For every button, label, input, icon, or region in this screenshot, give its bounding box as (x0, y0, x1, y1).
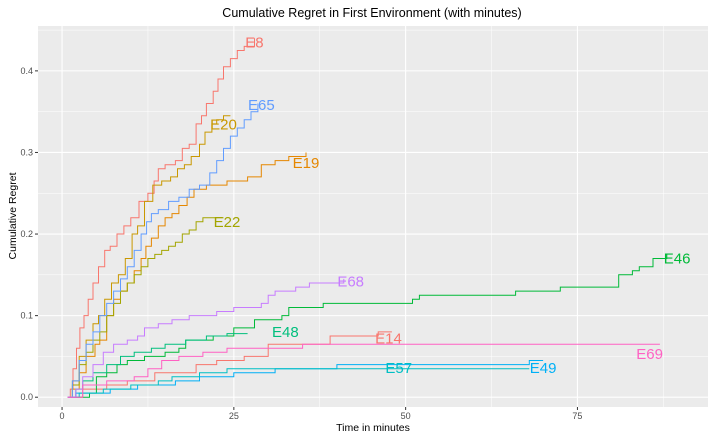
y-tick-label: 0.2 (20, 229, 33, 239)
series-line-e8 (67, 38, 255, 398)
major-gridlines (38, 26, 708, 407)
series-label-e48: E48 (272, 324, 299, 341)
series-line-e69 (67, 343, 660, 398)
y-tick-label: 0.0 (20, 392, 33, 402)
series-label-e20: E20 (210, 117, 237, 134)
series-label-e69: E69 (636, 346, 663, 363)
series-label-e57: E57 (385, 360, 412, 377)
y-tick-label: 0.1 (20, 311, 33, 321)
x-axis-ticks: 0 25 50 75 (60, 407, 582, 421)
x-tick-label: 75 (572, 411, 582, 421)
series-labels: E8 E14 E19 E20 E22 E46 E48 E49 E57 E65 E68 E69 (210, 34, 690, 377)
y-tick-label: 0.3 (20, 147, 33, 157)
y-axis-title: Cumulative Regret (7, 172, 19, 259)
x-tick-label: 50 (401, 411, 411, 421)
series-line-e68 (67, 278, 345, 398)
x-axis-title: Time in minutes (336, 422, 410, 434)
series-label-e22: E22 (214, 214, 241, 231)
plot-panel (38, 26, 708, 407)
minor-gridlines (38, 26, 708, 407)
series-label-e68: E68 (337, 273, 364, 290)
x-tick-label: 0 (60, 411, 65, 421)
y-axis-ticks: 0.0 0.1 0.2 0.3 0.4 (20, 66, 38, 402)
chart-title: Cumulative Regret in First Environment (… (222, 6, 521, 20)
series-label-e65: E65 (248, 97, 275, 114)
x-tick-label: 25 (229, 411, 239, 421)
series-line-e46 (68, 254, 668, 398)
series-line-e22 (67, 217, 224, 398)
series-label-e19: E19 (293, 155, 320, 172)
series-line-e57 (67, 368, 530, 398)
series-label-e8: E8 (245, 34, 263, 51)
series-label-e46: E46 (664, 251, 691, 268)
series-line-e65 (67, 103, 259, 398)
y-tick-label: 0.4 (20, 66, 33, 76)
series-lines (67, 38, 668, 398)
series-line-e20 (67, 115, 231, 398)
series-line-e14 (68, 331, 392, 398)
series-label-e14: E14 (375, 330, 402, 347)
series-label-e49: E49 (530, 360, 557, 377)
series-line-e19 (67, 152, 307, 398)
